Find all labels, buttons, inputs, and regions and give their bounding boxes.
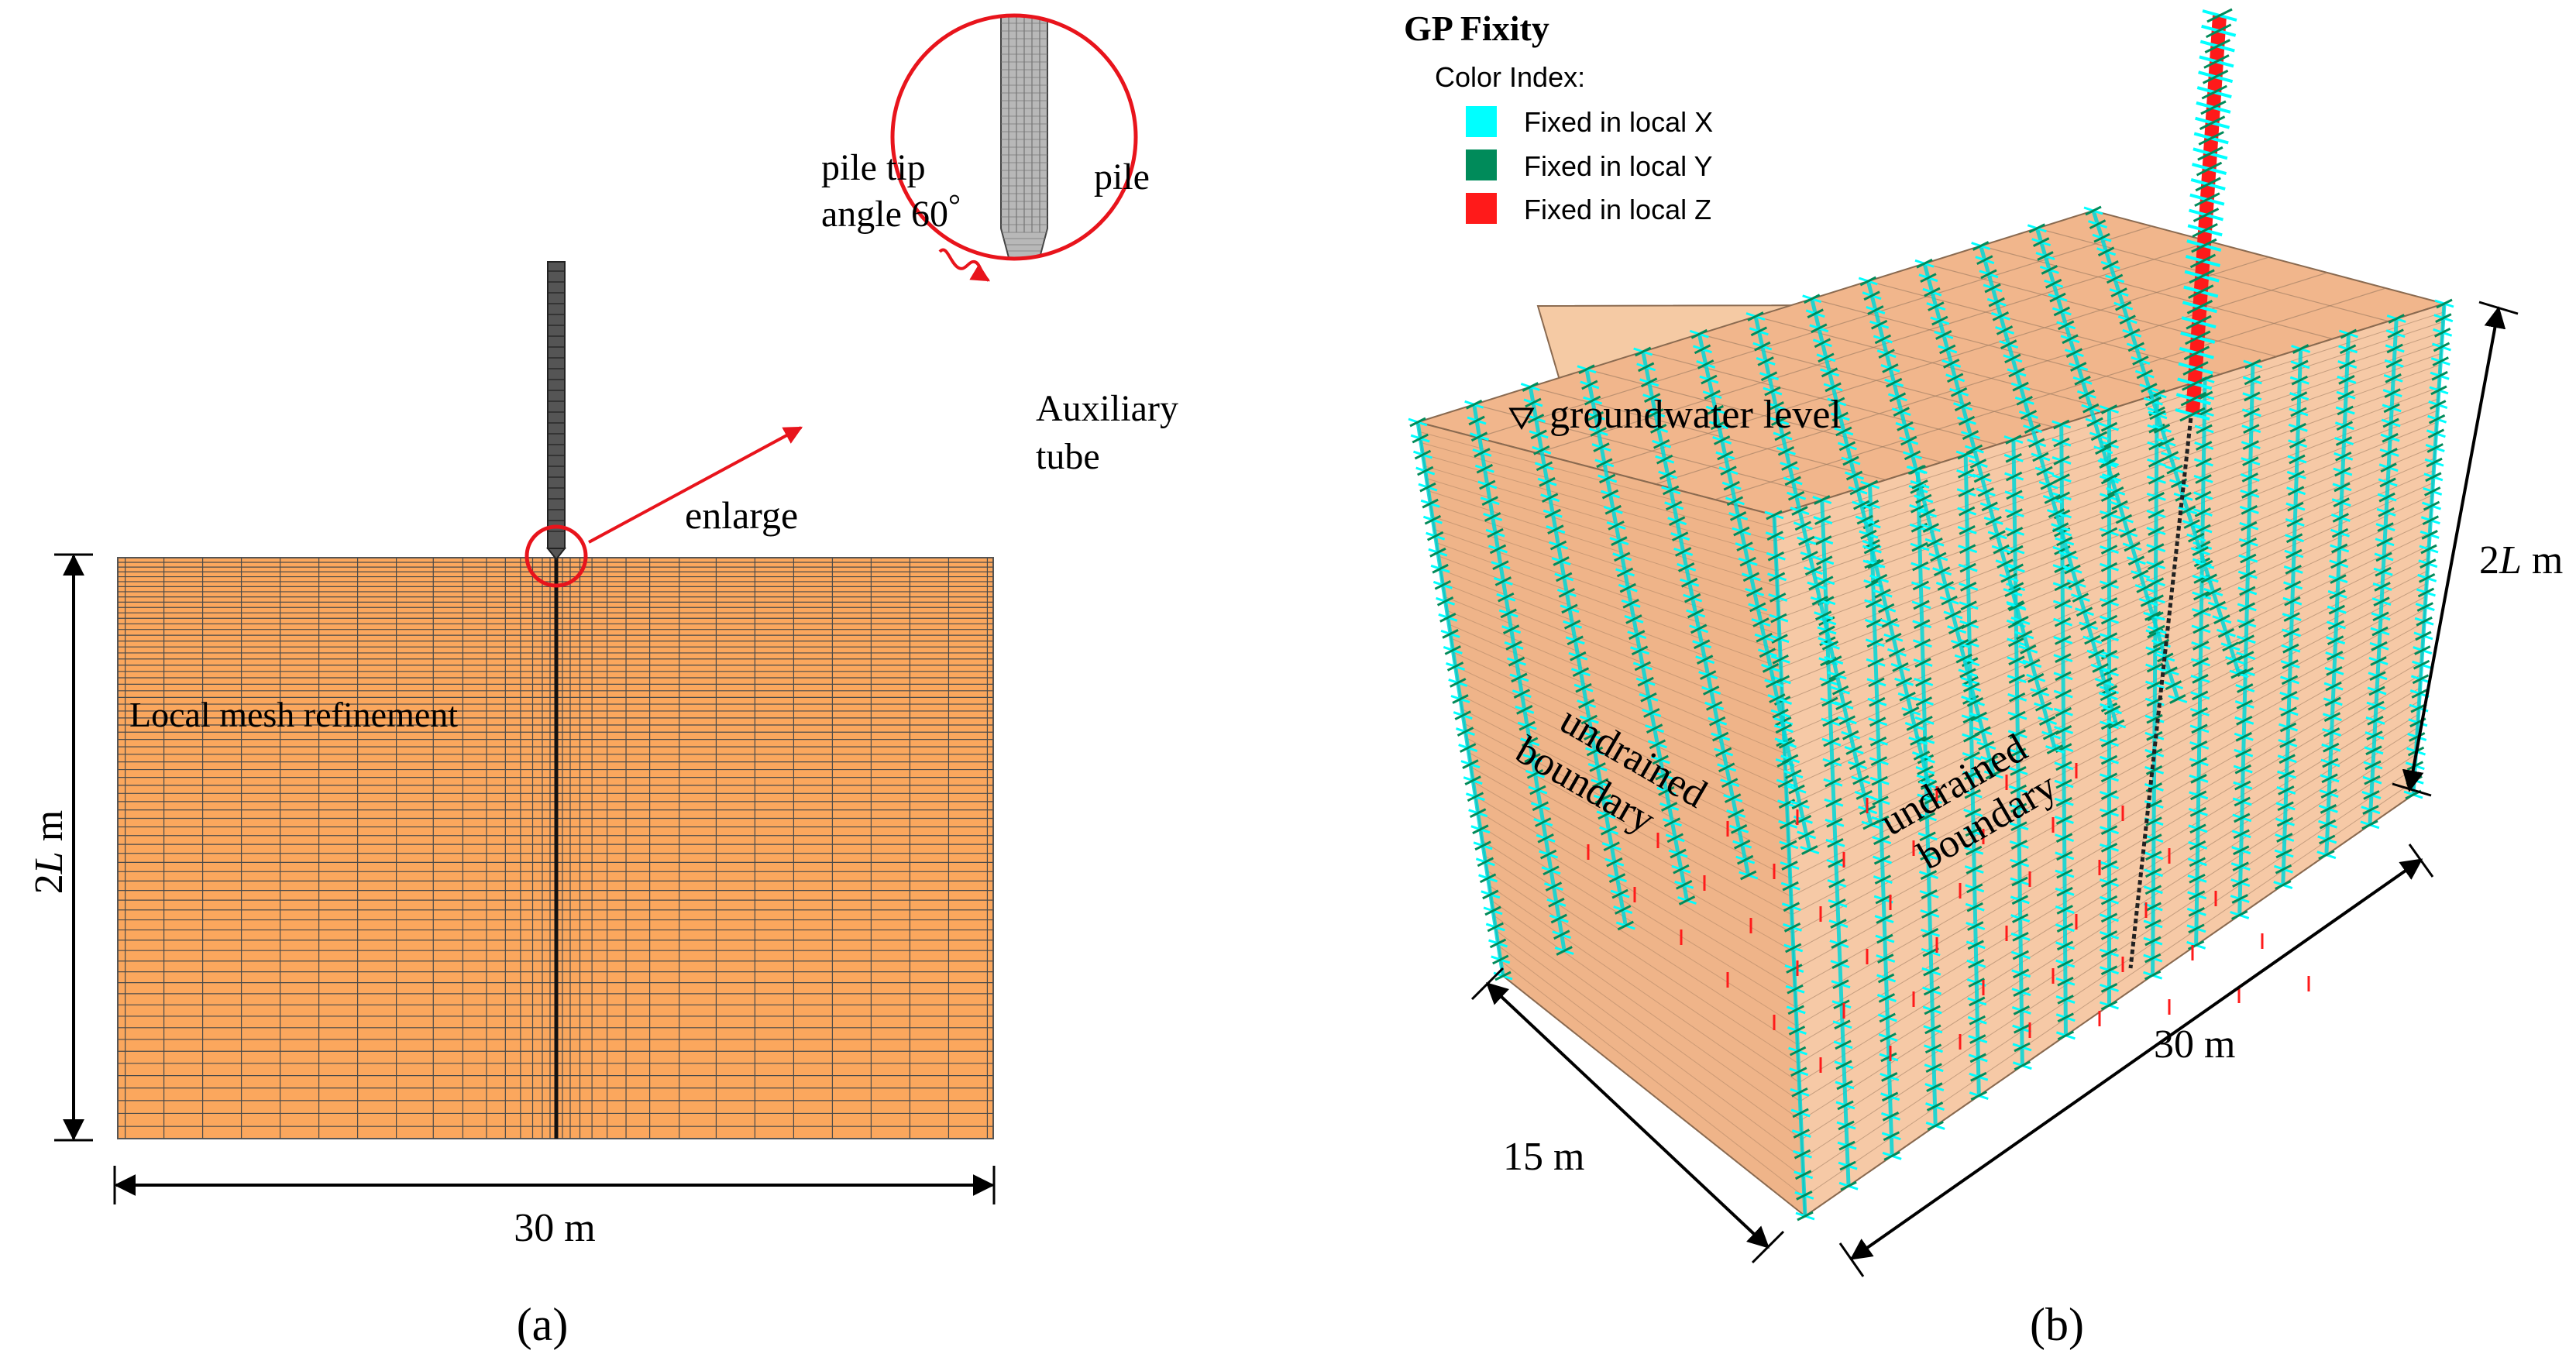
length-dim-label-3d: 30 m bbox=[2154, 1022, 2235, 1067]
width-dimension-label: 30 m bbox=[514, 1206, 595, 1250]
enlarge-arrow bbox=[588, 426, 803, 544]
inset-pile-tip-label: pile tip bbox=[821, 147, 926, 188]
inset-soil bbox=[891, 305, 1139, 306]
local-mesh-label: Local mesh refinement bbox=[129, 695, 458, 734]
legend-swatch-z bbox=[1466, 193, 1497, 224]
height-dim-line-3d bbox=[2402, 306, 2506, 792]
inset-angle-label: angle 60° bbox=[821, 187, 961, 235]
pile-2d bbox=[545, 261, 567, 561]
depth-dim-line-3d bbox=[1485, 982, 1770, 1249]
inset-pile-label: pile bbox=[1094, 156, 1150, 198]
pile-tip-pointer bbox=[938, 248, 991, 282]
panel-a: Local mesh refinement enlarge 30 m 2L m bbox=[27, 13, 1178, 1350]
depth-dim-tick-b bbox=[1751, 1230, 1785, 1264]
legend-item-x: Fixed in local X bbox=[1524, 106, 1713, 138]
depth-dim-label-3d: 15 m bbox=[1503, 1135, 1584, 1179]
height-dimension-label: 2L m bbox=[27, 810, 71, 894]
enlarge-label: enlarge bbox=[685, 493, 798, 537]
pile-3d bbox=[2175, 8, 2237, 422]
length-dim-tick-b bbox=[2408, 844, 2434, 878]
groundwater-label: groundwater level bbox=[1549, 393, 1842, 437]
legend-title: GP Fixity bbox=[1404, 9, 1549, 48]
inset-aux-label-2: tube bbox=[1036, 436, 1100, 477]
length-dim-tick-a bbox=[1838, 1242, 1865, 1277]
legend-item-z: Fixed in local Z bbox=[1524, 194, 1711, 225]
legend-subtitle: Color Index: bbox=[1435, 61, 1585, 93]
panel-b: GP Fixity Color Index: Fixed in local X … bbox=[1404, 8, 2563, 1350]
height-dim-tick-bottom bbox=[2392, 782, 2432, 797]
height-dim-label-3d: 2L m bbox=[2479, 538, 2563, 582]
height-dim-tick-top bbox=[2478, 301, 2519, 315]
refinement-zoom-circle bbox=[524, 524, 588, 588]
length-dim-line-3d bbox=[1849, 858, 2423, 1260]
caption-b: (b) bbox=[2030, 1299, 2084, 1350]
inset-auxiliary-tube bbox=[1020, 298, 1029, 531]
legend-swatch-x bbox=[1466, 106, 1497, 137]
groundwater-symbol bbox=[1508, 407, 1535, 430]
legend-item-y: Fixed in local Y bbox=[1524, 150, 1712, 182]
legend: GP Fixity Color Index: Fixed in local X … bbox=[1404, 9, 1713, 225]
inset-circle-border bbox=[890, 13, 1138, 261]
inset-pile bbox=[1000, 15, 1048, 259]
inset-aux-label-1: Auxiliary bbox=[1036, 388, 1178, 429]
depth-dim-tick-a bbox=[1470, 967, 1505, 1001]
enlarged-inset: pile tip angle 60° pile Auxiliary tube bbox=[821, 13, 1178, 531]
legend-swatch-y bbox=[1466, 149, 1497, 180]
caption-a: (a) bbox=[517, 1299, 569, 1350]
